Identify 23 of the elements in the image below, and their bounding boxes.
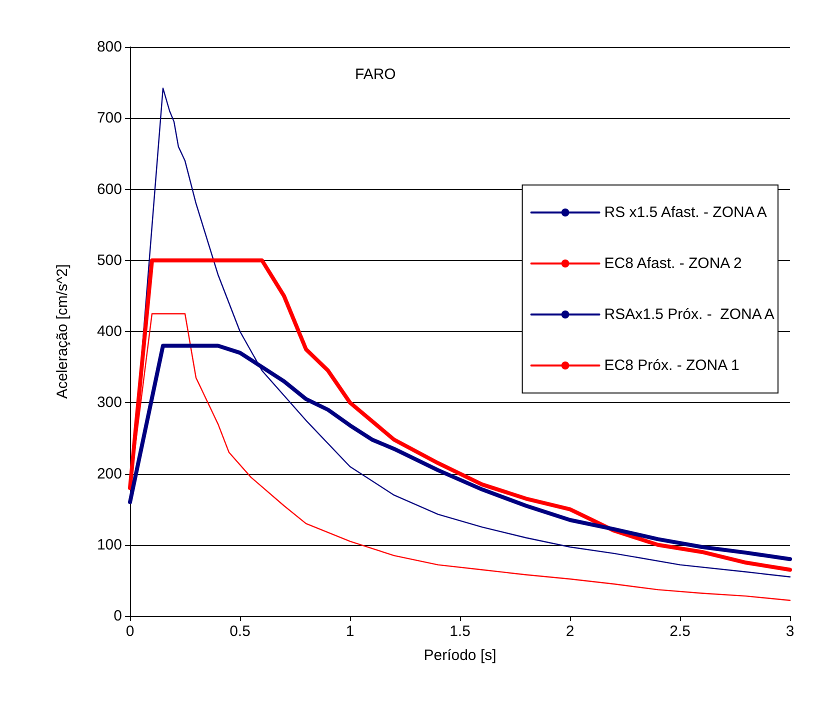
y-tick-label: 700 (96, 110, 122, 127)
legend-label: EC8 Afast. - ZONA 2 (604, 255, 742, 272)
y-tick-label: 400 (96, 323, 122, 340)
y-tick-label: 0 (114, 608, 122, 624)
text: FARO (355, 66, 396, 83)
x-axis-title: Período [s] (424, 647, 496, 664)
legend-label: RSAx1.5 Próx. - ZONA A (604, 306, 774, 323)
y-tick-label: 500 (96, 252, 122, 269)
y-tick-label: 300 (96, 394, 122, 412)
y-tick-label: 200 (96, 465, 122, 482)
y-tick-label: 100 (96, 536, 122, 554)
legend-label: EC8 Próx. - ZONA 1 (604, 357, 740, 374)
x-tick-label: 0 (126, 623, 134, 640)
y-axis-title: Aceleração [cm/s^2] (54, 264, 71, 399)
y-tick-label: 600 (96, 180, 122, 198)
x-tick-label: 2 (566, 623, 574, 640)
y-tick-label: 800 (96, 38, 122, 56)
x-tick-label: 1.5 (450, 623, 470, 640)
legend-label: RS x1.5 Afast. - ZONA A (604, 204, 767, 221)
x-tick-label: 1 (346, 623, 354, 640)
x-tick-label: 0.5 (230, 623, 250, 640)
x-tick-label: 3 (786, 623, 794, 640)
x-tick-label: 2.5 (670, 623, 690, 640)
